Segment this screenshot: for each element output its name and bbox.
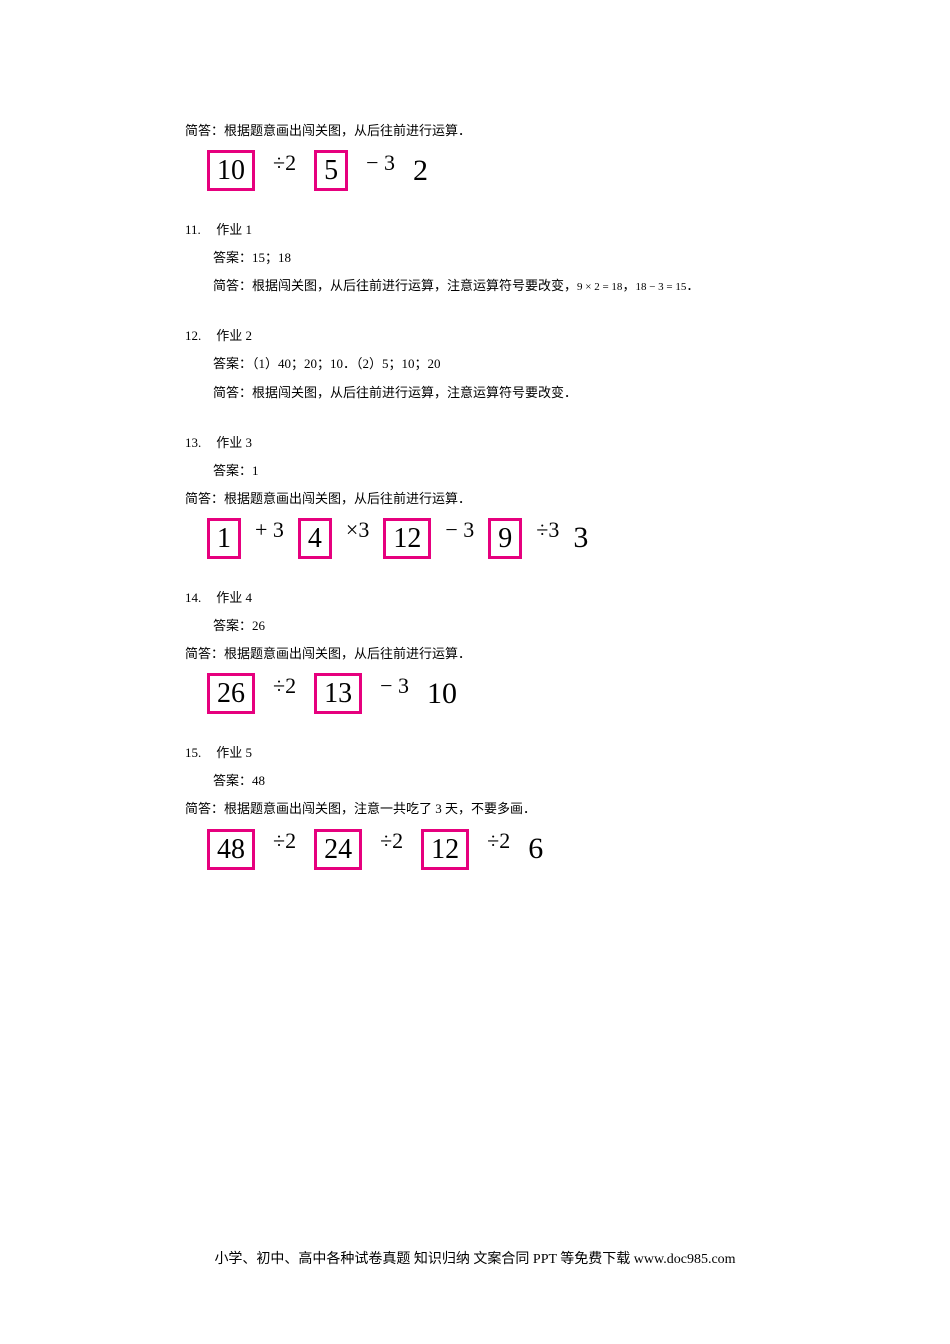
explain-line: 简答：根据题意画出闯关图，注意一共吃了 3 天，不要多画． <box>185 798 770 820</box>
answer-line: 答案：26 <box>213 615 770 637</box>
explain-line: 简答：根据题意画出闯关图，从后往前进行运算． <box>185 643 770 665</box>
flow-result: 6 <box>528 832 543 866</box>
flow-result: 3 <box>573 521 588 555</box>
problem-15: 15. 作业 5 答案：48 简答：根据题意画出闯关图，注意一共吃了 3 天，不… <box>185 742 770 869</box>
answer-line: 答案：15；18 <box>213 247 770 269</box>
equation: 18 − 3 = 15 <box>635 281 686 293</box>
problem-number: 12. <box>185 325 213 347</box>
q14-flow: 26 ÷2 13 − 3 10 <box>207 673 770 714</box>
flow-op: ÷2 <box>273 673 296 699</box>
problem-title: 作业 2 <box>216 328 252 343</box>
flow-op: ÷2 <box>273 150 296 176</box>
flow-box: 13 <box>314 673 362 714</box>
flow-box: 5 <box>314 150 348 191</box>
problem-title: 作业 5 <box>216 745 252 760</box>
explain-line: 简答：根据闯关图，从后往前进行运算，注意运算符号要改变． <box>213 382 770 404</box>
problem-14: 14. 作业 4 答案：26 简答：根据题意画出闯关图，从后往前进行运算． 26… <box>185 587 770 714</box>
flow-op: + 3 <box>255 517 284 543</box>
problem-number: 15. <box>185 742 213 764</box>
explain-line: 简答：根据闯关图，从后往前进行运算，注意运算符号要改变，9 × 2 = 18，1… <box>213 275 770 297</box>
flow-op: ÷2 <box>380 828 403 854</box>
answer-line: 答案：（1）40；20；10．（2）5；10；20 <box>213 353 770 375</box>
problem-number: 11. <box>185 219 213 241</box>
problem-title: 作业 3 <box>216 435 252 450</box>
flow-box: 26 <box>207 673 255 714</box>
problem-title: 作业 4 <box>216 590 252 605</box>
problem-line: 11. 作业 1 <box>185 219 770 241</box>
explain-prefix: 简答：根据闯关图，从后往前进行运算，注意运算符号要改变， <box>213 278 577 293</box>
problem-13: 13. 作业 3 答案：1 简答：根据题意画出闯关图，从后往前进行运算． 1 +… <box>185 432 770 559</box>
flow-box: 12 <box>421 829 469 870</box>
problem-line: 14. 作业 4 <box>185 587 770 609</box>
suffix: ． <box>686 278 699 293</box>
flow-box: 10 <box>207 150 255 191</box>
problem-line: 12. 作业 2 <box>185 325 770 347</box>
flow-box: 12 <box>383 518 431 559</box>
flow-op: ×3 <box>346 517 369 543</box>
top-explain: 简答：根据题意画出闯关图，从后往前进行运算． <box>185 120 770 142</box>
equation: 9 × 2 = 18 <box>577 281 622 293</box>
problem-line: 15. 作业 5 <box>185 742 770 764</box>
flow-box: 48 <box>207 829 255 870</box>
flow-op: ÷3 <box>536 517 559 543</box>
separator: ， <box>622 278 635 293</box>
page-content: 简答：根据题意画出闯关图，从后往前进行运算． 10 ÷2 5 − 3 2 11.… <box>0 0 950 870</box>
flow-box: 9 <box>488 518 522 559</box>
q15-flow: 48 ÷2 24 ÷2 12 ÷2 6 <box>207 829 770 870</box>
problem-line: 13. 作业 3 <box>185 432 770 454</box>
flow-box: 24 <box>314 829 362 870</box>
problem-number: 13. <box>185 432 213 454</box>
flow-result: 10 <box>427 677 457 711</box>
explain-line: 简答：根据题意画出闯关图，从后往前进行运算． <box>185 488 770 510</box>
answer-line: 答案：1 <box>213 460 770 482</box>
problem-title: 作业 1 <box>216 222 252 237</box>
q13-flow: 1 + 3 4 ×3 12 − 3 9 ÷3 3 <box>207 518 770 559</box>
flow-box: 1 <box>207 518 241 559</box>
problem-11: 11. 作业 1 答案：15；18 简答：根据闯关图，从后往前进行运算，注意运算… <box>185 219 770 297</box>
flow-op: − 3 <box>366 150 395 176</box>
page-footer: 小学、初中、高中各种试卷真题 知识归纳 文案合同 PPT 等免费下载 www.d… <box>0 1248 950 1268</box>
flow-op: ÷2 <box>273 828 296 854</box>
problem-number: 14. <box>185 587 213 609</box>
top-flow: 10 ÷2 5 − 3 2 <box>207 150 770 191</box>
answer-line: 答案：48 <box>213 770 770 792</box>
problem-12: 12. 作业 2 答案：（1）40；20；10．（2）5；10；20 简答：根据… <box>185 325 770 403</box>
flow-op: − 3 <box>380 673 409 699</box>
flow-result: 2 <box>413 154 428 188</box>
flow-op: − 3 <box>445 517 474 543</box>
flow-box: 4 <box>298 518 332 559</box>
flow-op: ÷2 <box>487 828 510 854</box>
